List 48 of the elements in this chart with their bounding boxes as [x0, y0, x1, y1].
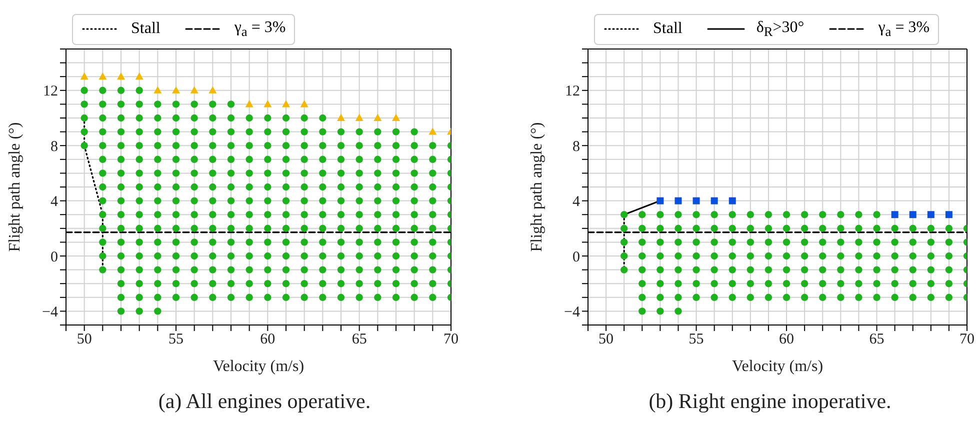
- y-tick-label: 4: [572, 194, 580, 210]
- point: [282, 100, 290, 108]
- point: [264, 100, 272, 108]
- y-tick-label: 12: [43, 84, 58, 100]
- point: [208, 86, 217, 94]
- point: [117, 72, 125, 80]
- y-tick-label: −4: [42, 304, 58, 321]
- point: [80, 72, 88, 80]
- x-tick-label: 55: [168, 332, 184, 348]
- point: [300, 100, 308, 108]
- legend-label: γ$_{a}$ = 3%: [234, 18, 286, 40]
- legend-label: Stall: [131, 20, 160, 38]
- text: (a) All engines operative.: [157, 389, 372, 414]
- point: [154, 86, 162, 94]
- y-tick-label: −4: [564, 304, 580, 321]
- point: [374, 114, 382, 121]
- point: [355, 114, 364, 121]
- y-tick-label: 0: [572, 249, 580, 266]
- point: [190, 86, 198, 94]
- x-tick-label: 65: [352, 332, 367, 348]
- x-tick-label: 60: [260, 332, 276, 348]
- x-axis-title: Velocity (m/s): [732, 358, 824, 375]
- point: [428, 128, 437, 135]
- point: [98, 72, 107, 80]
- x-tick-label: 70: [444, 332, 458, 348]
- point: [245, 100, 254, 108]
- y-tick-label: 12: [565, 84, 580, 100]
- x-tick-label: 70: [960, 332, 974, 348]
- legend-label: Stall: [653, 20, 682, 38]
- y-axis-title: Flight path angle (°): [528, 122, 546, 252]
- x-tick-label: 50: [598, 332, 614, 348]
- x-tick-label: 50: [76, 332, 92, 348]
- y-tick-label: 4: [50, 194, 58, 210]
- y-tick-label: 8: [50, 138, 58, 155]
- point: [392, 114, 400, 121]
- x-axis-title: Velocity (m/s): [212, 358, 304, 375]
- y-tick-label: 0: [50, 249, 58, 266]
- y-axis-title: Flight path angle (°): [6, 122, 24, 252]
- legend-label: δ$_{R}$>30°: [756, 18, 804, 40]
- legend-label: γ$_{a}$ = 3%: [878, 18, 930, 40]
- text: (b) Right engine inoperative.: [648, 389, 892, 414]
- x-tick-label: 60: [779, 332, 794, 348]
- y-tick-label: 8: [572, 138, 580, 155]
- x-tick-label: 55: [688, 332, 704, 348]
- point: [172, 86, 180, 94]
- point: [135, 72, 144, 80]
- x-tick-label: 65: [869, 332, 884, 348]
- point: [337, 114, 345, 121]
